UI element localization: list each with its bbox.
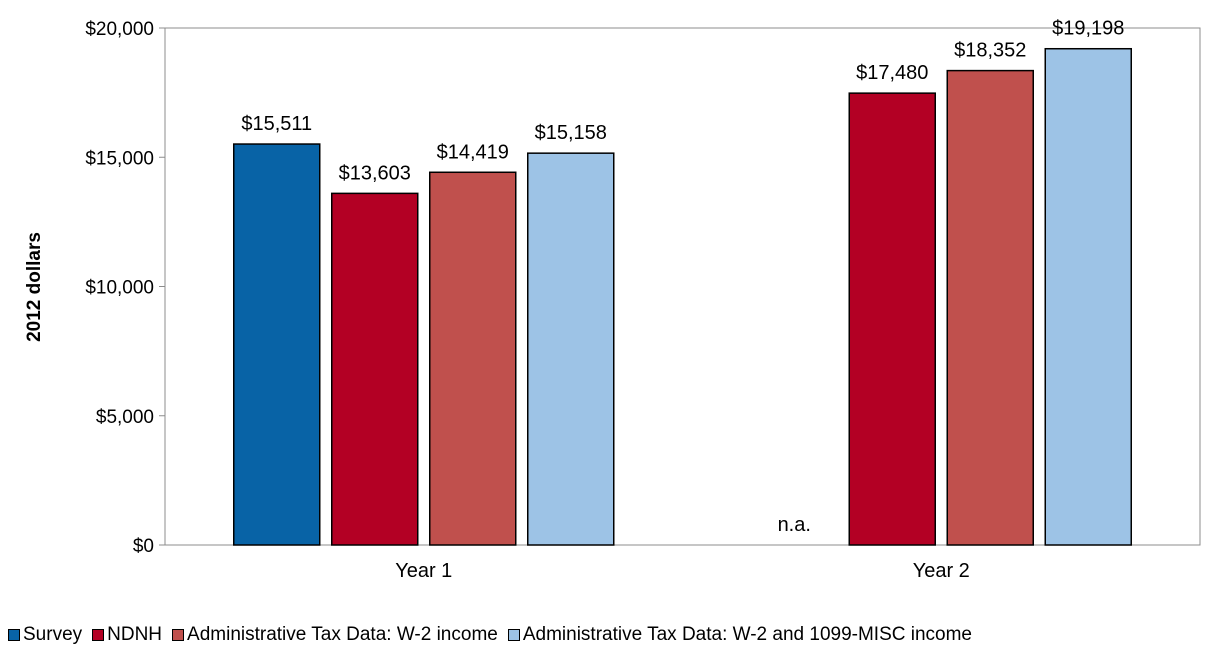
data-label: $19,198 bbox=[1052, 18, 1124, 40]
data-label: $14,419 bbox=[437, 141, 509, 163]
bar-survey-year-1 bbox=[233, 143, 321, 546]
y-tick-label: $0 bbox=[133, 536, 154, 557]
bar-administrative-tax-data-w-2-income-year-2 bbox=[946, 69, 1034, 546]
legend-swatch bbox=[507, 629, 520, 641]
x-category-label: Year 2 bbox=[913, 560, 970, 582]
legend-label: Survey bbox=[23, 624, 83, 645]
bar-administrative-tax-data-w-2-income-year-1 bbox=[429, 171, 517, 546]
bar-ndnh-year-2 bbox=[848, 92, 936, 546]
legend-label: Administrative Tax Data: W-2 and 1099-MI… bbox=[522, 624, 972, 645]
bar-ndnh-year-1 bbox=[331, 192, 419, 546]
data-label: $15,511 bbox=[241, 113, 312, 135]
chart-bars bbox=[233, 47, 1132, 546]
data-label: $15,158 bbox=[535, 122, 607, 144]
y-axis-ticks: $0 $5,000 $10,000 $15,000 $20,000 bbox=[85, 19, 165, 557]
y-tick-label: $5,000 bbox=[96, 407, 154, 428]
bar-chart: $0 $5,000 $10,000 $15,000 $20,000 $15,511 $13… bbox=[24, 18, 1201, 582]
legend-swatch bbox=[8, 629, 20, 641]
legend-swatch bbox=[92, 629, 105, 641]
y-axis-title: 2012 dollars bbox=[24, 232, 45, 342]
data-label-not-available: n.a. bbox=[778, 514, 811, 536]
legend-label: NDNH bbox=[107, 624, 163, 645]
y-tick-label: $10,000 bbox=[85, 278, 154, 299]
legend-item: Survey bbox=[8, 624, 82, 646]
legend-item: Administrative Tax Data: W-2 and 1099-MI… bbox=[507, 624, 972, 646]
chart-legend: Survey NDNH Administrative Tax Data: W-2 i… bbox=[8, 624, 982, 647]
legend-item: NDNH bbox=[92, 624, 162, 646]
y-tick-label: $15,000 bbox=[85, 148, 154, 169]
data-label: $13,603 bbox=[339, 162, 411, 184]
bar-administrative-tax-data-w-2-and-1099-misc-income-year-1 bbox=[527, 152, 615, 546]
data-label: $18,352 bbox=[954, 40, 1026, 62]
bar-administrative-tax-data-w-2-and-1099-misc-income-year-2 bbox=[1044, 47, 1132, 546]
x-axis-category-labels: Year 1 Year 2 bbox=[395, 560, 970, 582]
data-labels: $15,511 $13,603 $14,419 $15,158 n.a. $17,480 $… bbox=[241, 18, 1124, 536]
x-category-label: Year 1 bbox=[395, 560, 452, 582]
y-tick-label: $20,000 bbox=[85, 19, 154, 40]
legend-swatch bbox=[172, 629, 185, 641]
data-label: $17,480 bbox=[856, 62, 928, 84]
legend-label: Administrative Tax Data: W-2 income bbox=[187, 624, 498, 645]
legend-item: Administrative Tax Data: W-2 income bbox=[172, 624, 498, 646]
